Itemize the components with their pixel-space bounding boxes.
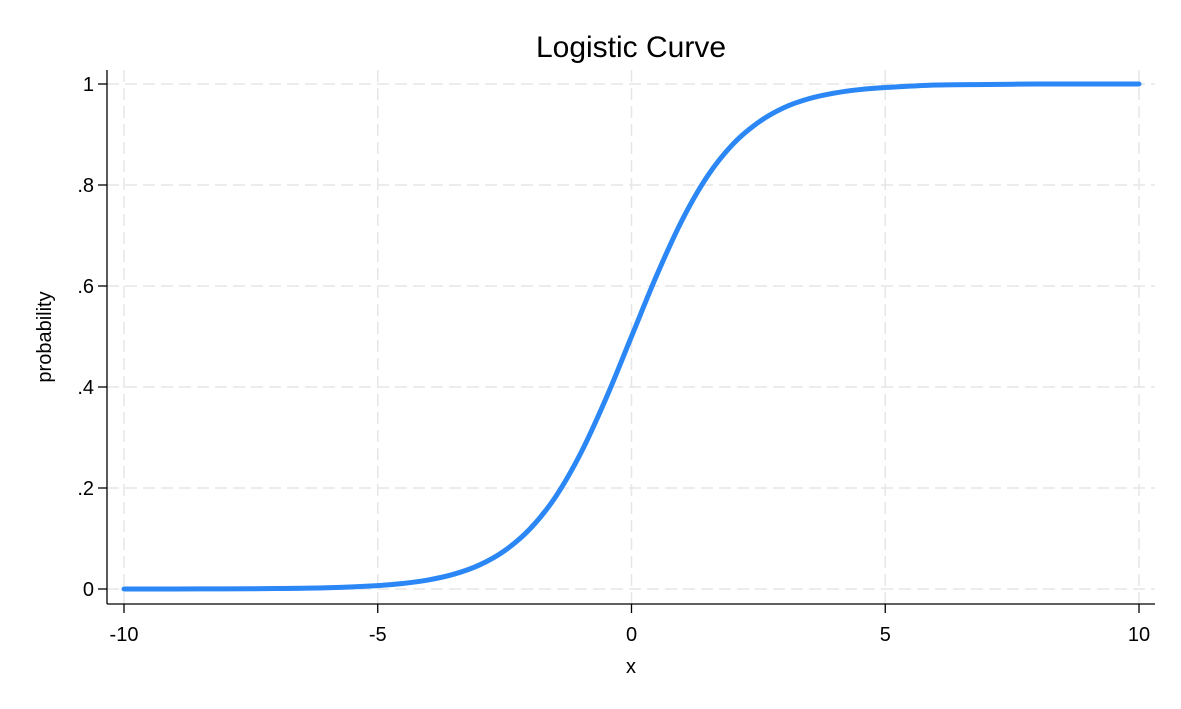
logistic-curve-line: [121, 81, 1142, 592]
y-tick-label: 0: [83, 579, 94, 601]
x-tick-label: 0: [626, 624, 637, 646]
x-tick-label: 5: [880, 624, 891, 646]
x-tick-label: -5: [369, 624, 387, 646]
axes: [98, 70, 1155, 613]
y-tick-label: .8: [77, 175, 94, 197]
chart-title: Logistic Curve: [536, 31, 726, 64]
y-tick-label: .6: [77, 276, 94, 298]
x-tick-label: -10: [110, 624, 139, 646]
y-tick-label: .4: [77, 377, 94, 399]
series-lines: [121, 81, 1142, 592]
x-axis-label: x: [626, 656, 636, 678]
x-tick-label: 10: [1128, 624, 1150, 646]
y-axis-label: probability: [34, 291, 56, 382]
y-tick-label: 1: [83, 74, 94, 96]
tick-labels: -10 -5 0 5 10 0 .2 .4 .6 .8 1: [77, 74, 1150, 646]
y-tick-label: .2: [77, 478, 94, 500]
